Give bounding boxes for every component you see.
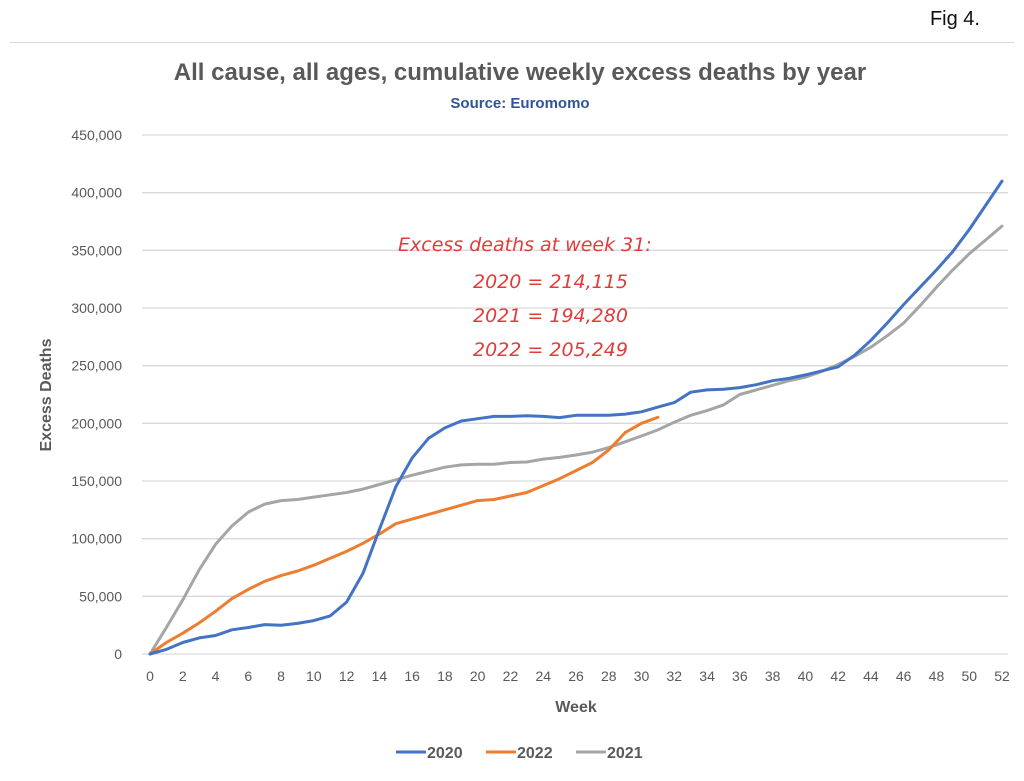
top-divider [10,42,1014,43]
x-axis-title: Week [555,699,597,716]
y-tick-label: 400,000 [71,185,122,201]
chart-title: All cause, all ages, cumulative weekly e… [174,59,866,86]
annotation-line-2021: 2021 = 194,280 [473,305,628,327]
y-axis-title: Excess Deaths [38,338,55,451]
y-tick-label: 0 [114,646,122,662]
x-tick-label: 42 [830,668,846,684]
legend-label-2022: 2022 [517,745,553,762]
series-line-2020 [148,179,1004,656]
x-tick-label: 34 [699,668,715,684]
x-tick-label: 36 [732,668,748,684]
x-tick-label: 30 [634,668,650,684]
gridlines [142,134,1008,655]
x-tick-label: 46 [896,668,912,684]
y-tick-label: 300,000 [71,300,122,316]
x-tick-label: 16 [404,668,420,684]
y-tick-label: 200,000 [71,415,122,431]
x-tick-label: 4 [212,668,220,684]
x-tick-label: 44 [863,668,879,684]
x-tick-label: 22 [503,668,519,684]
x-tick-label: 28 [601,668,617,684]
x-tick-label: 26 [568,668,584,684]
series-line-2022 [148,415,660,656]
series-line-2021 [148,224,1004,656]
x-tick-label: 52 [994,668,1010,684]
x-tick-label: 38 [765,668,781,684]
y-axis-ticks: 0 50,000 100,000 150,000 200,000 250,000 300,0… [71,127,122,662]
figure-label: Fig 4. [929,8,980,30]
chart-subtitle: Source: Euromomo [450,95,589,112]
series-lines [148,179,1004,656]
y-tick-label: 100,000 [71,531,122,547]
annotation-line-2020: 2020 = 214,115 [473,271,628,293]
y-tick-label: 350,000 [71,242,122,258]
x-tick-label: 6 [244,668,252,684]
x-tick-label: 18 [437,668,453,684]
y-tick-label: 450,000 [71,127,122,143]
y-tick-label: 50,000 [79,588,122,604]
x-tick-label: 40 [798,668,814,684]
annotation: Excess deaths at week 31: 2020 = 214,115… [398,234,652,361]
x-tick-label: 12 [339,668,355,684]
annotation-heading: Excess deaths at week 31: [398,234,652,256]
x-tick-label: 10 [306,668,322,684]
x-axis-ticks: 0 2 4 6 8 10 12 14 16 18 20 22 24 26 28 30 32 34 36 38 40 42 4… [146,668,1010,684]
x-tick-label: 50 [961,668,977,684]
legend-label-2021: 2021 [607,745,643,762]
x-tick-label: 20 [470,668,486,684]
x-tick-label: 32 [667,668,683,684]
x-tick-label: 8 [277,668,285,684]
x-tick-label: 0 [146,668,154,684]
legend: 2020 2022 2021 [396,745,643,762]
annotation-line-2022: 2022 = 205,249 [473,339,628,361]
x-tick-label: 2 [179,668,187,684]
y-tick-label: 250,000 [71,358,122,374]
y-tick-label: 150,000 [71,473,122,489]
legend-label-2020: 2020 [427,745,463,762]
x-tick-label: 48 [929,668,945,684]
x-tick-label: 14 [372,668,388,684]
x-tick-label: 24 [535,668,551,684]
